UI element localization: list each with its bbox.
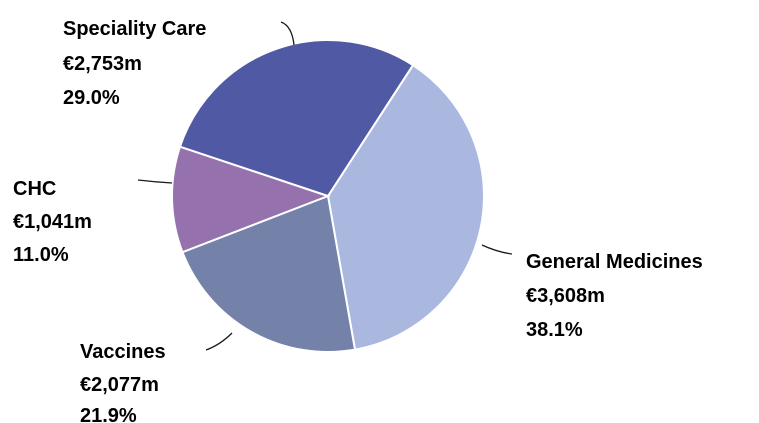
label-value: €2,077m — [80, 374, 159, 396]
label-chc: CHC €1,041m 11.0% — [13, 178, 92, 266]
leader-line-speciality-care — [280, 21, 295, 46]
label-percent: 11.0% — [13, 244, 69, 266]
pie-slice-chc — [171, 145, 331, 254]
label-name: General Medicines — [526, 251, 703, 273]
label-value: €1,041m — [13, 211, 92, 233]
label-name: Speciality Care — [63, 18, 206, 40]
pie-slice-speciality-care — [178, 39, 415, 198]
label-name: Vaccines — [80, 341, 166, 363]
pie-slice-vaccines — [181, 194, 357, 353]
leader-line-vaccines — [205, 332, 233, 351]
leader-line-chc — [137, 179, 173, 184]
label-name: CHC — [13, 178, 56, 200]
label-percent: 29.0% — [63, 87, 120, 109]
label-value: €2,753m — [63, 53, 142, 75]
label-percent: 38.1% — [526, 319, 583, 341]
leader-line-general-medicines — [481, 244, 513, 255]
label-general-medicines: General Medicines €3,608m 38.1% — [526, 251, 703, 341]
pie-slices — [171, 39, 485, 353]
label-vaccines: Vaccines €2,077m 21.9% — [80, 341, 166, 423]
label-value: €3,608m — [526, 285, 605, 307]
label-percent: 21.9% — [80, 405, 137, 423]
label-speciality-care: Speciality Care €2,753m 29.0% — [63, 18, 206, 109]
